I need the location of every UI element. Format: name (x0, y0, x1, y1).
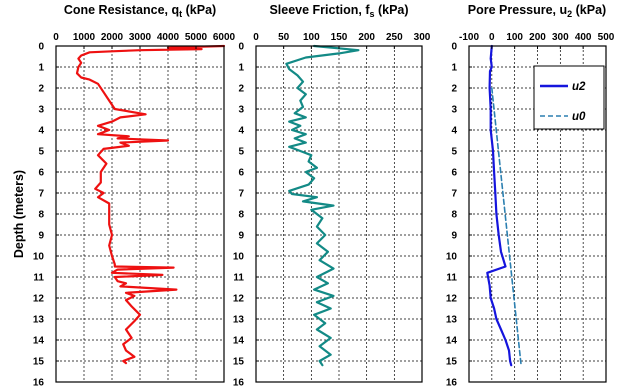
cone-resistance-x-tick-label: 5000 (185, 32, 208, 43)
cone-resistance-y-tick-label: 5 (38, 147, 44, 158)
sleeve-friction-y-tick-label: 8 (238, 210, 244, 221)
pore-pressure-y-tick-label: 8 (451, 210, 457, 221)
sleeve-friction-y-tick-label: 5 (238, 147, 244, 158)
pore-pressure-y-tick-label: 0 (451, 42, 457, 53)
sleeve-friction-x-tick-label: 250 (386, 32, 403, 43)
depth-axis-label: Depth (meters) (12, 170, 26, 258)
cone-resistance-y-tick-label: 7 (38, 189, 44, 200)
cone-resistance-y-tick-label: 6 (38, 168, 44, 179)
cone-resistance-y-tick-label: 2 (38, 84, 44, 95)
pore-pressure-panel: Pore Pressure, u2 (kPa) -100 0 100 200 300 40… (446, 3, 615, 389)
cone-resistance-x-ticks: 0 1000 2000 3000 4000 5000 6000 (53, 32, 236, 49)
sleeve-friction-y-tick-label: 2 (238, 84, 244, 95)
pore-pressure-y-tick-label: 4 (451, 126, 457, 137)
cone-resistance-y-tick-label: 3 (38, 105, 44, 116)
sleeve-friction-y-tick-label: 6 (238, 168, 244, 179)
cone-resistance-y-tick-label: 0 (38, 42, 44, 53)
pore-pressure-series (486, 44, 522, 367)
pore-pressure-y-tick-label: 2 (451, 84, 457, 95)
pore-pressure-x-tick-label: -100 (459, 32, 479, 43)
sleeve-friction-y-tick-label: 3 (238, 105, 244, 116)
pore-pressure-series-line-u2 (486, 44, 513, 367)
sleeve-friction-x-ticks: 0 50 100 150 200 250 300 (253, 32, 431, 49)
sleeve-friction-y-tick-label: 16 (233, 378, 245, 389)
sleeve-friction-series (285, 44, 360, 367)
sleeve-friction-grid (256, 46, 422, 382)
pore-pressure-legend: u2 u0 (533, 65, 605, 130)
pore-pressure-y-tick-label: 14 (446, 336, 458, 347)
sleeve-friction-y-tick-label: 10 (233, 252, 245, 263)
pore-pressure-y-tick-label: 12 (446, 294, 458, 305)
sleeve-friction-y-tick-label: 12 (233, 294, 245, 305)
pore-pressure-y-tick-label: 3 (451, 105, 457, 116)
cone-resistance-y-tick-label: 8 (38, 210, 44, 221)
cone-resistance-x-tick-label: 3000 (129, 32, 152, 43)
cone-resistance-y-tick-label: 16 (33, 378, 45, 389)
pore-pressure-y-tick-label: 13 (446, 315, 458, 326)
cone-resistance-y-tick-label: 12 (33, 294, 45, 305)
cone-resistance-y-tick-label: 9 (38, 231, 44, 242)
pore-pressure-y-tick-label: 11 (446, 273, 457, 284)
pore-pressure-y-tick-label: 6 (451, 168, 457, 179)
pore-pressure-x-tick-label: 400 (575, 32, 592, 43)
cone-resistance-x-tick-label: 6000 (213, 32, 236, 43)
sleeve-friction-x-tick-label: 150 (331, 32, 348, 43)
sleeve-friction-panel: Sleeve Friction, fs (kPa) 0 50 100 150 200 25… (233, 3, 431, 389)
cone-resistance-y-tick-label: 13 (33, 315, 45, 326)
pore-pressure-x-tick-label: 200 (529, 32, 546, 43)
sleeve-friction-y-tick-label: 9 (238, 231, 244, 242)
sleeve-friction-x-tick-label: 200 (358, 32, 375, 43)
cone-resistance-grid (56, 46, 224, 382)
sleeve-friction-series-line-0 (285, 44, 360, 367)
cone-resistance-y-tick-label: 11 (33, 273, 44, 284)
pore-pressure-x-tick-label: 100 (506, 32, 523, 43)
sleeve-friction-x-tick-label: 50 (278, 32, 290, 43)
sleeve-friction-x-tick-label: 0 (253, 32, 259, 43)
pore-pressure-y-tick-label: 9 (451, 231, 457, 242)
pore-pressure-x-tick-label: 300 (552, 32, 569, 43)
sleeve-friction-y-tick-label: 7 (238, 189, 244, 200)
cone-resistance-title: Cone Resistance, qt (kPa) (64, 3, 216, 19)
sleeve-friction-y-tick-label: 1 (238, 63, 244, 74)
cone-resistance-y-tick-label: 14 (33, 336, 45, 347)
sleeve-friction-y-tick-label: 0 (238, 42, 244, 53)
sleeve-friction-y-tick-label: 14 (233, 336, 245, 347)
sleeve-friction-title: Sleeve Friction, fs (kPa) (269, 3, 408, 19)
sleeve-friction-y-tick-label: 11 (233, 273, 244, 284)
cone-resistance-series-line-0 (75, 44, 226, 365)
sleeve-friction-y-tick-label: 13 (233, 315, 245, 326)
cone-resistance-y-tick-label: 10 (33, 252, 45, 263)
pore-pressure-series-line-u0 (491, 87, 522, 366)
cone-resistance-x-tick-label: 1000 (73, 32, 96, 43)
sleeve-friction-y-tick-label: 4 (238, 126, 244, 137)
pore-pressure-y-tick-label: 1 (451, 63, 457, 74)
sleeve-friction-x-tick-label: 100 (303, 32, 320, 43)
cone-resistance-x-tick-label: 0 (53, 32, 59, 43)
cone-resistance-y-tick-label: 1 (38, 63, 44, 74)
cone-resistance-panel: Cone Resistance, qt (kPa) 0 1000 2000 3000 4… (33, 3, 236, 389)
cone-resistance-x-tick-label: 2000 (101, 32, 124, 43)
pore-pressure-y-tick-label: 16 (446, 378, 458, 389)
pore-pressure-y-tick-label: 5 (451, 147, 457, 158)
cone-resistance-y-tick-label: 15 (33, 357, 45, 368)
pore-pressure-x-tick-label: 500 (598, 32, 615, 43)
legend-u0-label: u0 (572, 111, 586, 123)
legend-u2-label: u2 (572, 81, 586, 93)
pore-pressure-y-tick-label: 10 (446, 252, 458, 263)
sleeve-friction-y-tick-label: 15 (233, 357, 245, 368)
legend-box (533, 65, 605, 130)
pore-pressure-y-tick-label: 7 (451, 189, 457, 200)
cone-resistance-x-tick-label: 4000 (157, 32, 180, 43)
pore-pressure-x-tick-label: 0 (489, 32, 495, 43)
pore-pressure-y-tick-label: 15 (446, 357, 458, 368)
sleeve-friction-x-tick-label: 300 (414, 32, 431, 43)
cone-resistance-series (75, 44, 226, 365)
pore-pressure-title: Pore Pressure, u2 (kPa) (468, 3, 606, 19)
cone-resistance-y-tick-label: 4 (38, 126, 44, 137)
